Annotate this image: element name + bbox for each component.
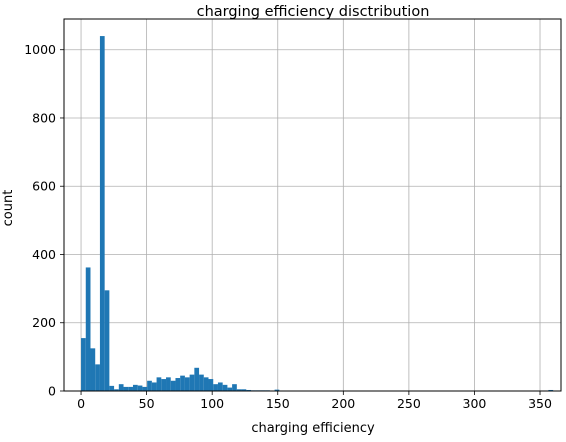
- histogram-bar: [81, 338, 86, 391]
- histogram-bar: [218, 382, 223, 391]
- x-tick-label: 150: [266, 396, 290, 411]
- histogram-bar: [133, 385, 138, 391]
- histogram-bar: [209, 379, 214, 391]
- histogram-bar: [100, 36, 105, 391]
- histogram-bar: [204, 377, 209, 391]
- y-tick-label: 200: [32, 315, 56, 330]
- histogram-bar: [128, 387, 133, 391]
- y-tick-label: 400: [32, 247, 56, 262]
- y-tick-label: 600: [32, 179, 56, 194]
- bars-layer: [81, 36, 553, 391]
- histogram-bar: [95, 364, 100, 391]
- histogram-bar: [147, 381, 152, 391]
- histogram-bar: [175, 378, 180, 391]
- histogram-bar: [124, 387, 129, 391]
- histogram-bar: [199, 375, 204, 391]
- y-tick-label: 800: [32, 110, 56, 125]
- histogram-bar: [90, 348, 95, 391]
- x-axis: 0 50 100 150 200 250 300 350: [77, 391, 552, 411]
- chart-title: charging efficiency disctribution: [197, 4, 430, 20]
- histogram-bar: [185, 377, 190, 391]
- histogram-bar: [180, 376, 185, 391]
- histogram-bar: [232, 384, 237, 391]
- histogram-bar: [157, 377, 162, 391]
- x-tick-label: 50: [139, 396, 155, 411]
- plot-frame: [64, 19, 561, 391]
- y-axis: 0 200 400 600 800 1000: [24, 42, 64, 398]
- x-tick-label: 300: [463, 396, 487, 411]
- histogram-bar: [194, 368, 199, 391]
- x-tick-label: 100: [200, 396, 224, 411]
- x-tick-label: 350: [528, 396, 552, 411]
- grid-layer: [64, 19, 561, 391]
- x-tick-label: 200: [331, 396, 355, 411]
- histogram-bar: [138, 386, 143, 391]
- x-tick-label: 250: [397, 396, 421, 411]
- histogram-bar: [119, 384, 124, 391]
- y-tick-label: 1000: [24, 42, 56, 57]
- histogram-bar: [105, 290, 110, 391]
- histogram-bar: [109, 386, 114, 391]
- histogram-bar: [223, 385, 228, 391]
- histogram-bar: [190, 375, 195, 391]
- x-axis-label: charging efficiency: [251, 421, 375, 436]
- histogram-bar: [142, 387, 147, 391]
- histogram-bar: [171, 381, 176, 391]
- histogram-bar: [152, 382, 157, 391]
- x-tick-label: 0: [77, 396, 85, 411]
- histogram-bar: [86, 267, 91, 391]
- histogram-bar: [213, 384, 218, 391]
- y-tick-label: 0: [48, 384, 56, 399]
- histogram-bar: [227, 388, 232, 391]
- histogram-bar: [161, 379, 166, 391]
- y-axis-label: count: [1, 190, 16, 227]
- histogram-bar: [166, 377, 171, 391]
